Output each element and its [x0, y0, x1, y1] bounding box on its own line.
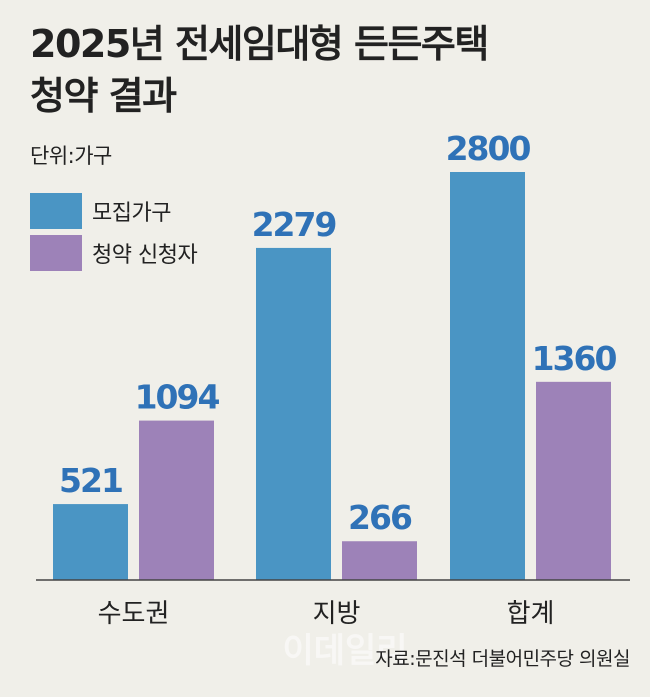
bar-합계-청약 신청자 — [536, 381, 611, 580]
category-label-합계: 합계 — [507, 599, 555, 629]
legend-item-applicants: 청약 신청자 — [30, 234, 198, 272]
value-label-합계-청약 신청자: 1360 — [532, 339, 617, 378]
value-label-수도권-청약 신청자: 1094 — [135, 378, 220, 417]
value-label-지방-청약 신청자: 266 — [348, 498, 412, 537]
legend-item-recruit: 모집가구 — [30, 192, 197, 230]
bar-지방-모집가구 — [256, 247, 331, 580]
title-line-2: 청약 결과 — [30, 74, 177, 118]
bar-합계-모집가구 — [450, 172, 525, 580]
value-label-수도권-모집가구: 521 — [59, 461, 122, 500]
legend-label-applicants: 청약 신청자 — [92, 243, 198, 268]
category-label-지방: 지방 — [313, 599, 361, 629]
source-note: 자료:문진석 더불어민주당 의원실 — [375, 648, 630, 670]
legend-label-recruit: 모집가구 — [92, 201, 171, 226]
value-label-합계-모집가구: 2800 — [446, 129, 531, 168]
value-label-지방-모집가구: 2279 — [252, 205, 336, 244]
bar-수도권-모집가구 — [53, 504, 128, 580]
legend-swatch-applicants — [30, 235, 82, 271]
legend: 모집가구 청약 신청자 — [30, 192, 198, 276]
title-line-1: 2025년 전세임대형 든든주택 — [30, 22, 489, 66]
bar-지방-청약 신청자 — [342, 541, 417, 580]
category-label-수도권: 수도권 — [98, 599, 170, 629]
bar-수도권-청약 신청자 — [139, 420, 214, 580]
legend-swatch-recruit — [30, 193, 82, 229]
chart-title: 2025년 전세임대형 든든주택 청약 결과 — [30, 18, 489, 122]
unit-label: 단위:가구 — [30, 144, 112, 168]
watermark: 이데일리 — [282, 631, 407, 671]
